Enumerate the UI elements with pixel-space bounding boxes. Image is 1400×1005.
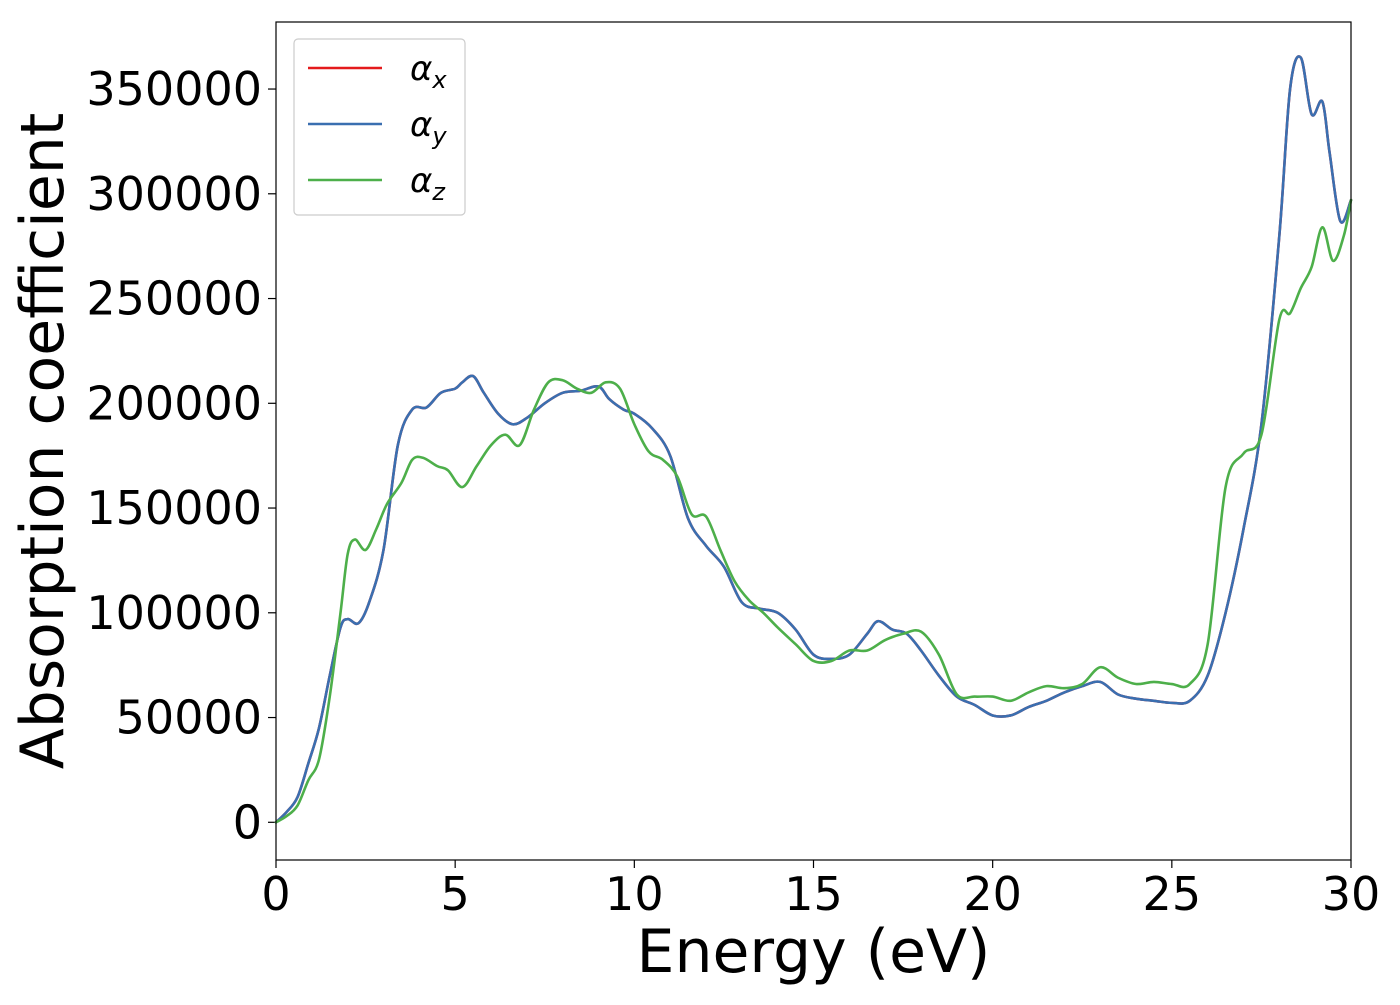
legend-label-z: αz — [410, 161, 446, 206]
legend-symbol: α — [410, 105, 432, 145]
y-tick-label: 100000 — [86, 586, 262, 640]
x-axis-ticks: 0 5 10 15 20 25 30 — [261, 860, 1380, 921]
y-tick-label: 200000 — [86, 376, 262, 430]
legend-subscript: z — [431, 178, 446, 206]
series-line-y — [274, 55, 1353, 824]
legend-label-y: αy — [410, 105, 447, 150]
y-axis-title: Absorption coefficient — [8, 113, 78, 770]
legend-symbol: α — [410, 49, 432, 89]
legend-label-x: αx — [410, 49, 447, 94]
legend-subscript: x — [431, 66, 447, 94]
x-tick-label: 15 — [784, 867, 843, 921]
x-axis-title: Energy (eV) — [637, 917, 991, 987]
y-tick-label: 300000 — [86, 167, 262, 221]
y-tick-label: 250000 — [86, 272, 262, 326]
plot-frame — [275, 21, 1352, 861]
x-tick-label: 5 — [441, 867, 470, 921]
y-tick-label: 150000 — [86, 481, 262, 535]
x-tick-label: 20 — [963, 867, 1022, 921]
x-tick-label: 0 — [261, 867, 290, 921]
x-tick-label: 25 — [1143, 867, 1202, 921]
x-tick-label: 30 — [1322, 867, 1381, 921]
series-line-z — [274, 198, 1353, 824]
y-axis-ticks: 0 50000 100000 150000 200000 250000 300000 3500… — [86, 62, 276, 849]
series-layer — [274, 55, 1353, 824]
legend-box — [293, 38, 466, 216]
y-tick-label: 350000 — [86, 62, 262, 116]
y-tick-label: 0 — [233, 795, 262, 849]
y-tick-label: 50000 — [116, 691, 262, 745]
x-tick-label: 10 — [605, 867, 664, 921]
legend-subscript: y — [431, 122, 447, 150]
legend-symbol: α — [410, 161, 432, 201]
